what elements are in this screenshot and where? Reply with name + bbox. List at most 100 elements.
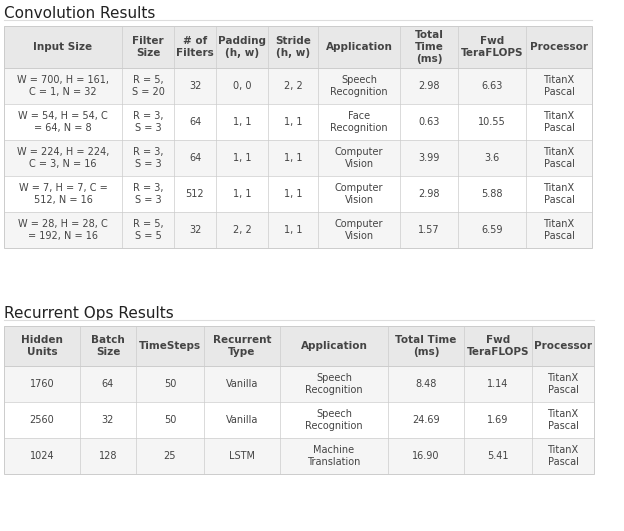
Text: TitanX
Pascal: TitanX Pascal xyxy=(544,219,575,241)
Bar xyxy=(4,176,592,212)
Text: 5.88: 5.88 xyxy=(481,189,503,199)
Text: 128: 128 xyxy=(99,451,117,461)
Text: 25: 25 xyxy=(163,451,176,461)
Bar xyxy=(4,326,594,474)
Text: 1, 1: 1, 1 xyxy=(284,117,302,127)
Text: TitanX
Pascal: TitanX Pascal xyxy=(547,409,578,431)
Text: 6.63: 6.63 xyxy=(481,81,503,91)
Bar xyxy=(4,68,592,104)
Text: 1, 1: 1, 1 xyxy=(233,189,251,199)
Text: 50: 50 xyxy=(164,415,176,425)
Text: Fwd
TeraFLOPS: Fwd TeraFLOPS xyxy=(461,36,524,58)
Text: 32: 32 xyxy=(189,81,201,91)
Bar xyxy=(4,212,592,248)
Text: TitanX
Pascal: TitanX Pascal xyxy=(547,445,578,467)
Text: Filter
Size: Filter Size xyxy=(132,36,164,58)
Bar xyxy=(4,140,592,176)
Text: Input Size: Input Size xyxy=(34,42,92,52)
Text: 1.69: 1.69 xyxy=(487,415,509,425)
Text: R = 3,
S = 3: R = 3, S = 3 xyxy=(133,183,163,205)
Text: 6.59: 6.59 xyxy=(481,225,503,235)
Text: 64: 64 xyxy=(189,117,201,127)
Text: R = 3,
S = 3: R = 3, S = 3 xyxy=(133,147,163,169)
Text: 5.41: 5.41 xyxy=(487,451,509,461)
Text: Face
Recognition: Face Recognition xyxy=(330,111,388,133)
Text: TitanX
Pascal: TitanX Pascal xyxy=(544,111,575,133)
Text: 1, 1: 1, 1 xyxy=(233,153,251,163)
Text: TitanX
Pascal: TitanX Pascal xyxy=(547,373,578,395)
Text: Stride
(h, w): Stride (h, w) xyxy=(275,36,311,58)
Text: 1024: 1024 xyxy=(30,451,54,461)
Text: Vanilla: Vanilla xyxy=(226,379,258,389)
Text: Vanilla: Vanilla xyxy=(226,415,258,425)
Text: W = 54, H = 54, C
= 64, N = 8: W = 54, H = 54, C = 64, N = 8 xyxy=(18,111,108,133)
Text: # of
Filters: # of Filters xyxy=(176,36,214,58)
Text: Speech
Recognition: Speech Recognition xyxy=(305,409,363,431)
Text: 2560: 2560 xyxy=(29,415,54,425)
Text: Computer
Vision: Computer Vision xyxy=(334,183,383,205)
Text: Application: Application xyxy=(301,341,368,351)
Bar xyxy=(4,438,594,474)
Text: 8.48: 8.48 xyxy=(416,379,437,389)
Text: 32: 32 xyxy=(102,415,114,425)
Bar xyxy=(4,26,592,248)
Text: 3.99: 3.99 xyxy=(418,153,440,163)
Text: 1, 1: 1, 1 xyxy=(233,117,251,127)
Text: 3.6: 3.6 xyxy=(484,153,500,163)
Text: 1.14: 1.14 xyxy=(487,379,509,389)
Text: Machine
Translation: Machine Translation xyxy=(307,445,361,467)
Text: Fwd
TeraFLOPS: Fwd TeraFLOPS xyxy=(467,335,529,357)
Text: 2.98: 2.98 xyxy=(418,81,440,91)
Text: 50: 50 xyxy=(164,379,176,389)
Text: Recurrent
Type: Recurrent Type xyxy=(213,335,271,357)
Text: 1, 1: 1, 1 xyxy=(284,225,302,235)
Text: Total
Time
(ms): Total Time (ms) xyxy=(414,30,444,64)
Text: W = 7, H = 7, C =
512, N = 16: W = 7, H = 7, C = 512, N = 16 xyxy=(19,183,107,205)
Text: Speech
Recognition: Speech Recognition xyxy=(330,75,388,97)
Text: Speech
Recognition: Speech Recognition xyxy=(305,373,363,395)
Text: 1.57: 1.57 xyxy=(418,225,440,235)
Text: Computer
Vision: Computer Vision xyxy=(334,219,383,241)
Text: 0.63: 0.63 xyxy=(418,117,440,127)
Text: Batch
Size: Batch Size xyxy=(91,335,125,357)
Text: W = 700, H = 161,
C = 1, N = 32: W = 700, H = 161, C = 1, N = 32 xyxy=(17,75,109,97)
Bar xyxy=(4,366,594,402)
Text: Processor: Processor xyxy=(534,341,592,351)
Text: LSTM: LSTM xyxy=(229,451,255,461)
Text: 1, 1: 1, 1 xyxy=(284,189,302,199)
Text: R = 5,
S = 5: R = 5, S = 5 xyxy=(133,219,163,241)
Text: 64: 64 xyxy=(102,379,114,389)
Text: Convolution Results: Convolution Results xyxy=(4,6,155,21)
Text: Total Time
(ms): Total Time (ms) xyxy=(396,335,457,357)
Text: 1, 1: 1, 1 xyxy=(284,153,302,163)
Bar xyxy=(4,402,594,438)
Text: W = 224, H = 224,
C = 3, N = 16: W = 224, H = 224, C = 3, N = 16 xyxy=(17,147,109,169)
Text: 0, 0: 0, 0 xyxy=(233,81,251,91)
Text: 16.90: 16.90 xyxy=(412,451,440,461)
Text: 512: 512 xyxy=(186,189,204,199)
Text: 10.55: 10.55 xyxy=(478,117,506,127)
Text: W = 28, H = 28, C
= 192, N = 16: W = 28, H = 28, C = 192, N = 16 xyxy=(18,219,108,241)
Text: R = 5,
S = 20: R = 5, S = 20 xyxy=(132,75,165,97)
Text: R = 3,
S = 3: R = 3, S = 3 xyxy=(133,111,163,133)
Text: Application: Application xyxy=(326,42,392,52)
Text: 64: 64 xyxy=(189,153,201,163)
Text: Recurrent Ops Results: Recurrent Ops Results xyxy=(4,306,173,321)
Text: TitanX
Pascal: TitanX Pascal xyxy=(544,147,575,169)
Text: TitanX
Pascal: TitanX Pascal xyxy=(544,183,575,205)
Text: 1760: 1760 xyxy=(30,379,54,389)
Bar xyxy=(4,326,594,366)
Text: Hidden
Units: Hidden Units xyxy=(21,335,63,357)
Text: 2, 2: 2, 2 xyxy=(284,81,303,91)
Text: 24.69: 24.69 xyxy=(412,415,440,425)
Bar xyxy=(4,104,592,140)
Bar xyxy=(4,26,592,68)
Text: TimeSteps: TimeSteps xyxy=(139,341,201,351)
Text: Computer
Vision: Computer Vision xyxy=(334,147,383,169)
Text: 2, 2: 2, 2 xyxy=(233,225,251,235)
Text: 32: 32 xyxy=(189,225,201,235)
Text: 2.98: 2.98 xyxy=(418,189,440,199)
Text: Processor: Processor xyxy=(530,42,588,52)
Text: TitanX
Pascal: TitanX Pascal xyxy=(544,75,575,97)
Text: Padding
(h, w): Padding (h, w) xyxy=(218,36,266,58)
